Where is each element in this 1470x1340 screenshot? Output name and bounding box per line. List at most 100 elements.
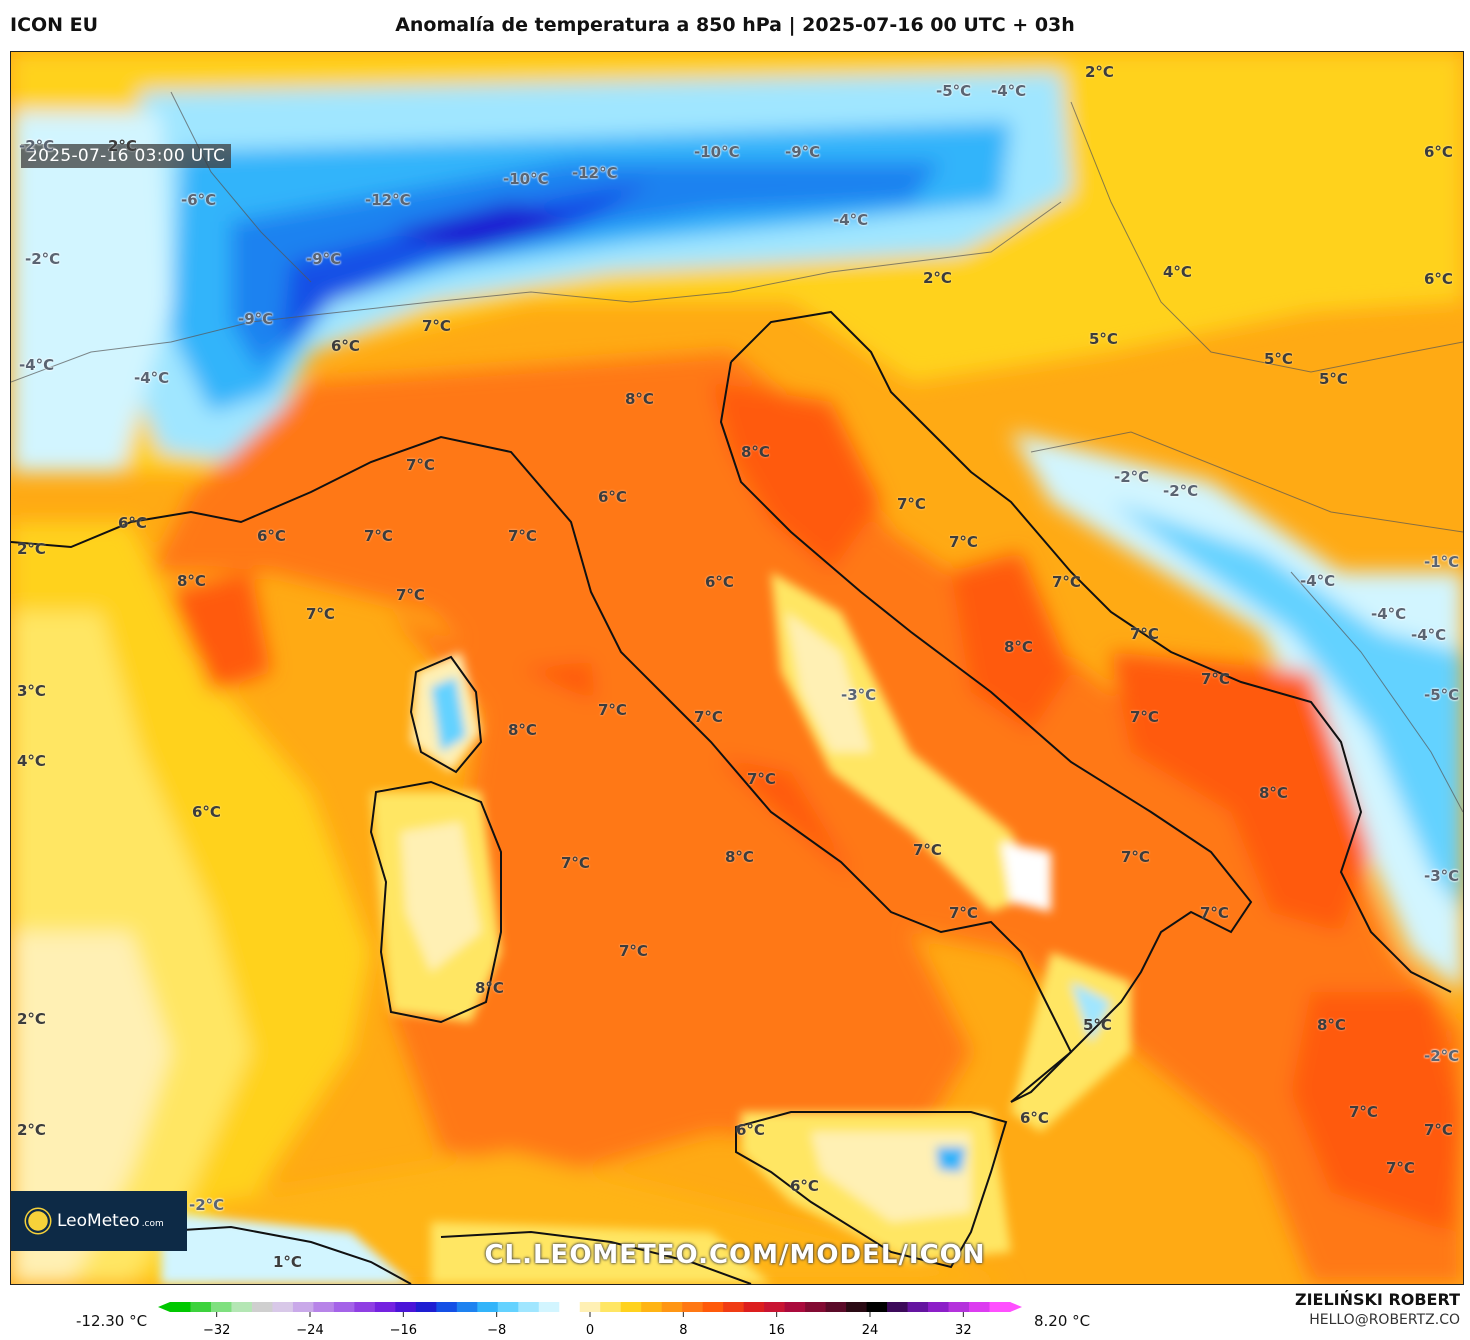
colorbar-swatch [928, 1302, 950, 1312]
contour-label: 7°C [508, 527, 537, 545]
colorbar-tick-label: −8 [487, 1323, 506, 1338]
site-watermark: CL.LEOMETEO.COM/MODEL/ICON [484, 1240, 986, 1270]
contour-label: 6°C [331, 337, 360, 355]
contour-label: 6°C [790, 1177, 819, 1195]
colorbar-swatch [190, 1302, 212, 1312]
colorbar-tick-label: 32 [955, 1323, 972, 1338]
colorbar-swatch [969, 1302, 991, 1312]
logo-suffix: .com [141, 1219, 164, 1229]
colorbar-swatch [805, 1302, 827, 1312]
contour-label: 7°C [747, 770, 776, 788]
colorbar-swatch [887, 1302, 909, 1312]
contour-label: -4°C [19, 356, 55, 374]
colorbar-swatch [354, 1302, 376, 1312]
colorbar-swatch [723, 1302, 745, 1312]
colorbar-tick-label: −32 [203, 1323, 230, 1338]
colorbar-swatch [743, 1302, 765, 1312]
contour-label: 7°C [1052, 573, 1081, 591]
colorbar-swatch [641, 1302, 663, 1312]
contour-label: 6°C [118, 514, 147, 532]
contour-label: 8°C [725, 848, 754, 866]
colorbar-high-arrow [1010, 1302, 1022, 1312]
colorbar-swatch [682, 1302, 704, 1312]
author-email: HELLO@ROBERTZ.CO [1309, 1312, 1460, 1328]
contour-label: 6°C [257, 527, 286, 545]
contour-label: 7°C [1386, 1159, 1415, 1177]
contour-label: -5°C [1424, 686, 1460, 704]
colorbar-swatch [436, 1302, 458, 1312]
colorbar-min-label: -12.30 °C [76, 1312, 148, 1330]
colorbar-swatch [866, 1302, 888, 1312]
contour-label: 7°C [1201, 670, 1230, 688]
colorbar-swatch [292, 1302, 314, 1312]
contour-label: -2°C [1163, 482, 1199, 500]
temperature-anomaly-map[interactable]: 2025-07-16 03:00 UTC -2°C 2°C -6°C -2°C -12°… [10, 51, 1464, 1285]
contour-label: -3°C [1424, 867, 1460, 885]
contour-label: -5°C [936, 82, 972, 100]
contour-label: 8°C [1004, 638, 1033, 656]
contour-label: 7°C [598, 701, 627, 719]
colorbar-tick-label: 16 [768, 1323, 785, 1338]
contour-label: 6°C [1020, 1109, 1049, 1127]
colorbar-swatch [395, 1302, 417, 1312]
colorbar-swatch [784, 1302, 806, 1312]
contour-label: 5°C [1083, 1016, 1112, 1034]
logo-text: LeoMeteo [57, 1211, 140, 1231]
colorbar-swatch [661, 1302, 683, 1312]
colorbar-tick-label: −16 [390, 1323, 417, 1338]
contour-label: 7°C [306, 605, 335, 623]
colorbar-swatch [170, 1302, 191, 1312]
colorbar-swatch [374, 1302, 396, 1312]
contour-label: 6°C [192, 803, 221, 821]
colorbar-swatch [579, 1302, 601, 1312]
contour-label: 7°C [1424, 1121, 1453, 1139]
borders [11, 91, 1463, 813]
colorbar-tick-label: 0 [586, 1323, 594, 1338]
contour-label: 7°C [1349, 1103, 1378, 1121]
colorbar-swatch [600, 1302, 622, 1312]
contour-label: 5°C [1089, 330, 1118, 348]
contour-label: 7°C [897, 495, 926, 513]
contour-label: 8°C [177, 572, 206, 590]
colorbar-swatch [702, 1302, 724, 1312]
contour-label: -2°C [19, 137, 55, 155]
model-name: ICON EU [10, 14, 99, 36]
contour-label: -3°C [841, 686, 877, 704]
contour-label: 7°C [364, 527, 393, 545]
contour-label: -4°C [134, 369, 170, 387]
valid-time-badge: 2025-07-16 03:00 UTC [21, 144, 232, 168]
contour-label: 5°C [1264, 350, 1293, 368]
contour-label: -4°C [1371, 605, 1407, 623]
contour-label: -4°C [991, 82, 1027, 100]
colorbar: −32 −24 −16 −8 0 8 16 24 32 [158, 1302, 1022, 1338]
contour-label: -10°C [503, 170, 549, 188]
contour-label: 6°C [705, 573, 734, 591]
leometeo-logo[interactable]: LeoMeteo .com [11, 1191, 187, 1251]
contour-label: 8°C [508, 721, 537, 739]
contour-label: 7°C [949, 533, 978, 551]
colorbar-swatch [989, 1302, 1011, 1312]
contour-label: 7°C [1200, 904, 1229, 922]
contour-label: -9°C [785, 143, 821, 161]
contour-label: -2°C [189, 1196, 225, 1214]
contour-label: 4°C [1163, 263, 1192, 281]
contour-label: 7°C [1130, 708, 1159, 726]
contour-label: -2°C [1114, 468, 1150, 486]
contour-label: 2°C [17, 1010, 46, 1028]
contour-label: 7°C [1130, 625, 1159, 643]
contour-label: 2°C [923, 269, 952, 287]
contour-label: 7°C [694, 708, 723, 726]
colorbar-swatch [764, 1302, 786, 1312]
contour-label: 8°C [625, 390, 654, 408]
contour-label: 2°C [17, 1121, 46, 1139]
colorbar-swatch [231, 1302, 253, 1312]
colorbar-tick-label: −24 [296, 1323, 323, 1338]
contour-label: -10°C [694, 143, 740, 161]
colorbar-swatch [477, 1302, 499, 1312]
coastlines [11, 310, 1452, 1284]
contour-label: 5°C [1319, 370, 1348, 388]
contour-label: 7°C [406, 456, 435, 474]
colorbar-max-label: 8.20 °C [1034, 1312, 1091, 1330]
colorbar-swatch [333, 1302, 355, 1312]
contour-label: 6°C [1424, 270, 1453, 288]
